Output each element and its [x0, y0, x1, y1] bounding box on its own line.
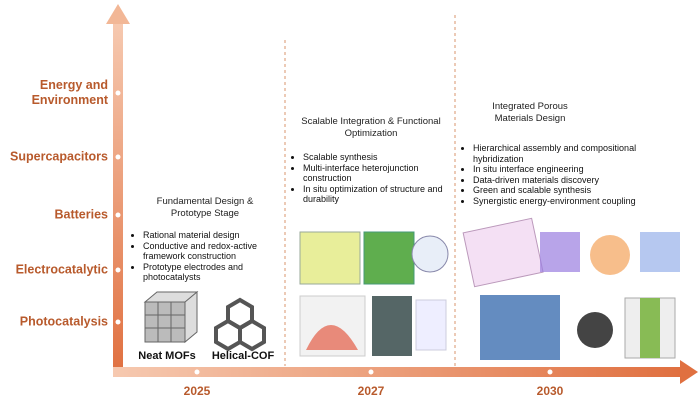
bullet: In situ interface engineering [473, 164, 678, 175]
bullet: Prototype electrodes and photocatalysts [143, 262, 291, 283]
bullet: Data-driven materials discovery [473, 175, 678, 186]
y-axis-label: Supercapacitors [10, 149, 108, 164]
y-axis-label: Batteries [54, 207, 109, 222]
y-axis-arrowhead [106, 4, 130, 24]
bullet-list: Hierarchical assembly and compositional … [463, 143, 678, 206]
cof-illustration [214, 297, 266, 352]
stage-title: Scalable Integration & Functional Optimi… [301, 116, 441, 139]
image-label: Helical-COF [211, 350, 275, 362]
x-axis-arrowhead [680, 360, 698, 384]
y-axis-arrow [113, 22, 123, 374]
bullet: Synergistic energy-environment coupling [473, 196, 678, 207]
x-axis-label: 2030 [536, 384, 564, 398]
bullet-list: Scalable synthesis Multi-interface heter… [293, 152, 463, 205]
y-axis-label: Photocatalysis [19, 314, 108, 329]
mof-illustration [143, 290, 199, 344]
bullet: In situ optimization of structure and du… [303, 184, 463, 205]
x-axis-label: 2027 [357, 384, 385, 398]
x-axis-label: 2025 [183, 384, 211, 398]
x-axis-arrow [113, 367, 681, 377]
bullet: Hierarchical assembly and compositional … [473, 143, 678, 164]
axis-dots [115, 90, 553, 375]
bullet: Multi-interface heterojunction construct… [303, 163, 463, 184]
bullet: Green and scalable synthesis [473, 185, 678, 196]
bullet: Rational material design [143, 230, 291, 241]
bullet: Scalable synthesis [303, 152, 463, 163]
y-axis-label: Electrocatalytic [15, 262, 108, 277]
bullet-list: Rational material design Conductive and … [133, 230, 291, 283]
stage3-illustrations [462, 217, 680, 360]
stage-title: Integrated Porous Materials Design [492, 101, 568, 124]
y-axis-label: Energy and Environment [31, 78, 108, 107]
image-label: Neat MOFs [138, 350, 196, 362]
bullet: Conductive and redox-active framework co… [143, 241, 291, 262]
stage2-illustrations [299, 231, 449, 357]
stage-title: Fundamental Design & Prototype Stage [156, 196, 254, 219]
